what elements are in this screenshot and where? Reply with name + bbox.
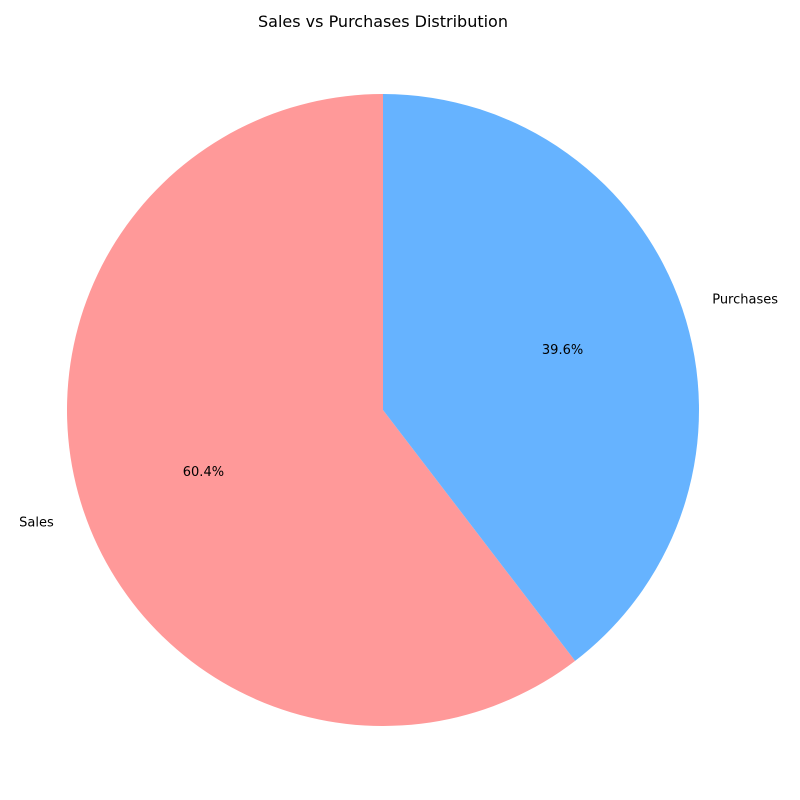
slice-label-purchases: Purchases — [712, 292, 778, 307]
pie-labels: Sales 60.4% Purchases 39.6% — [19, 292, 778, 530]
slice-label-sales: Sales — [19, 516, 54, 531]
pie-slice-sales — [67, 94, 576, 726]
percent-label-purchases: 39.6% — [542, 343, 583, 358]
pie-slice-purchases — [383, 94, 699, 661]
pie-slices — [67, 94, 699, 726]
percent-label-sales: 60.4% — [183, 465, 224, 480]
chart-title: Sales vs Purchases Distribution — [258, 12, 508, 31]
